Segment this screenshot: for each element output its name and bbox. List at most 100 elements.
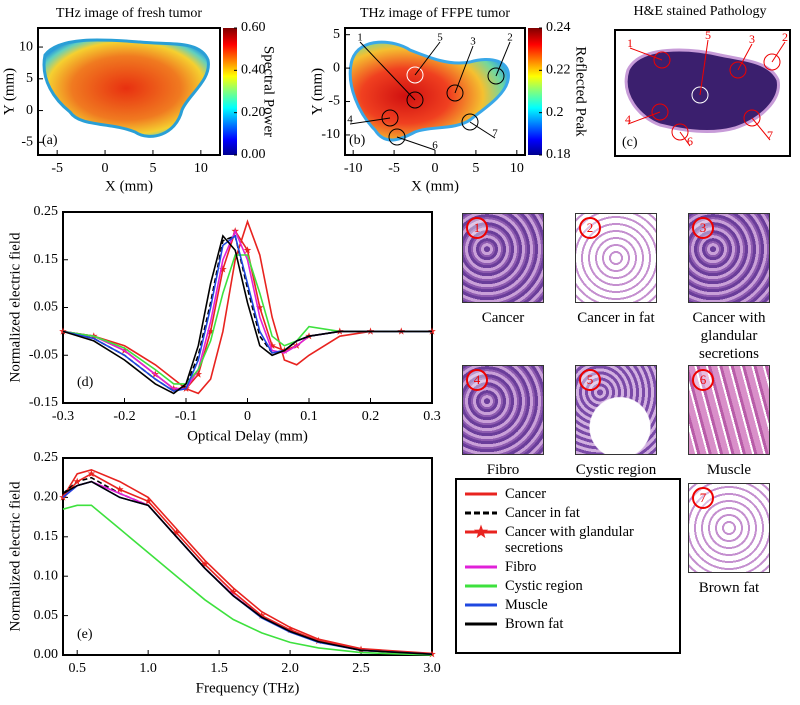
marker-label: 3	[470, 36, 476, 48]
series-line	[62, 504, 433, 656]
marker-label: 1	[627, 36, 633, 50]
legend-label: Brown fat	[505, 616, 564, 632]
region-marker	[763, 53, 781, 71]
x-tick-label: 1.5	[210, 661, 228, 676]
panel-label: (d)	[77, 375, 94, 390]
y-tick-label: 0.25	[34, 204, 59, 219]
x-tick-label: 1.0	[139, 661, 157, 676]
y-tick-label: -5	[21, 135, 33, 150]
legend-swatch	[465, 492, 497, 496]
region-marker	[461, 113, 479, 131]
y-tick-label: 5	[26, 71, 33, 86]
y-tick-label: 10	[19, 39, 33, 54]
legend-marker	[473, 524, 489, 539]
region-marker	[487, 67, 505, 85]
y-tick-label: 0.20	[34, 490, 59, 505]
y-tick-label: 0.15	[34, 252, 59, 267]
legend: Cancer Cancer in fat Cancer with glandular…	[455, 478, 681, 654]
marker-leader	[454, 45, 474, 94]
legend-label: Cancer in fat	[505, 505, 580, 521]
marker-leader	[771, 41, 786, 63]
marker-leader	[699, 39, 709, 96]
y-axis-label: Normalized electric field	[7, 232, 23, 382]
legend-swatch	[465, 584, 497, 588]
x-axis-label: Optical Delay (mm)	[187, 428, 308, 444]
plot-frame	[62, 211, 433, 404]
marker-leader	[359, 41, 416, 101]
histology-image: 5	[575, 365, 657, 455]
series-line	[62, 472, 433, 655]
histology-caption: Brown fat	[698, 580, 760, 596]
colorbar	[528, 28, 542, 155]
series-marker	[286, 625, 294, 633]
x-tick-label: -0.1	[175, 409, 197, 424]
series-line	[62, 234, 432, 395]
series-marker	[268, 341, 276, 349]
series-marker	[116, 485, 124, 493]
legend-swatch	[465, 511, 497, 515]
y-tick-label: 0	[333, 60, 340, 75]
legend-swatch	[465, 524, 497, 539]
series-marker	[357, 645, 365, 653]
x-tick-label: 0.3	[423, 409, 441, 424]
panel-title: H&E stained Pathology	[634, 4, 767, 19]
x-tick-label: 0	[244, 409, 251, 424]
region-marker	[388, 128, 406, 146]
colorbar-label: Reflected Peak	[573, 46, 589, 137]
histology-image: 1	[462, 213, 544, 303]
legend-label: Cystic region	[505, 578, 583, 594]
histology-caption: Muscle	[706, 462, 752, 478]
histology-number: 5	[579, 369, 601, 391]
marker-leader	[627, 111, 661, 125]
series-marker	[87, 469, 96, 477]
marker-label: 4	[625, 112, 631, 126]
series-marker	[256, 303, 264, 311]
legend-swatch	[465, 565, 497, 569]
x-tick-label: -10	[344, 161, 363, 176]
colorbar-tick-label: 0.22	[546, 63, 571, 78]
y-tick-label: 0.05	[34, 300, 59, 315]
y-axis-label: Y (mm)	[309, 68, 325, 115]
marker-label: 1	[357, 32, 363, 44]
x-tick-label: 0	[432, 161, 439, 176]
marker-leader	[349, 117, 391, 125]
x-tick-label: 0.1	[300, 409, 318, 424]
y-tick-label: -0.15	[29, 395, 58, 410]
x-tick-label: 5	[149, 161, 156, 176]
marker-label: 4	[347, 114, 353, 126]
x-tick-label: 0.2	[362, 409, 380, 424]
colorbar-tick-label: 0.60	[241, 20, 266, 35]
series-marker	[243, 246, 252, 254]
y-tick-label: 0.15	[34, 529, 59, 544]
colorbar-tick-label: 0.18	[546, 147, 571, 162]
region-marker	[406, 91, 424, 109]
y-axis-label: Normalized electric field	[7, 481, 23, 631]
series-marker	[194, 370, 203, 378]
series-line	[62, 476, 433, 655]
histology-image: 2	[575, 213, 657, 303]
x-tick-label: 2.5	[352, 661, 370, 676]
histology-image: 6	[688, 365, 770, 455]
series-marker	[73, 477, 81, 485]
marker-leader	[414, 41, 441, 76]
legend-entry: Cystic region	[463, 578, 673, 594]
series-line	[62, 480, 433, 655]
y-tick-label: 0.00	[34, 647, 59, 662]
histology-image: 4	[462, 365, 544, 455]
x-axis-label: X (mm)	[411, 178, 459, 194]
pathology-image	[624, 48, 780, 133]
x-tick-label: 10	[510, 161, 524, 176]
legend-entry: Cancer in fat	[463, 505, 673, 521]
marker-leader	[679, 131, 691, 147]
colorbar-tick-label: 0.00	[241, 147, 266, 162]
region-marker	[671, 123, 689, 141]
x-tick-label: 10	[194, 161, 208, 176]
panel-title: THz image of fresh tumor	[56, 6, 203, 21]
legend-swatch	[465, 603, 497, 607]
y-tick-label: -10	[321, 127, 340, 142]
x-axis-label: Frequency (THz)	[196, 680, 300, 696]
legend-label: Cancer	[505, 486, 547, 502]
marker-leader	[396, 136, 436, 151]
series-marker	[59, 327, 67, 335]
